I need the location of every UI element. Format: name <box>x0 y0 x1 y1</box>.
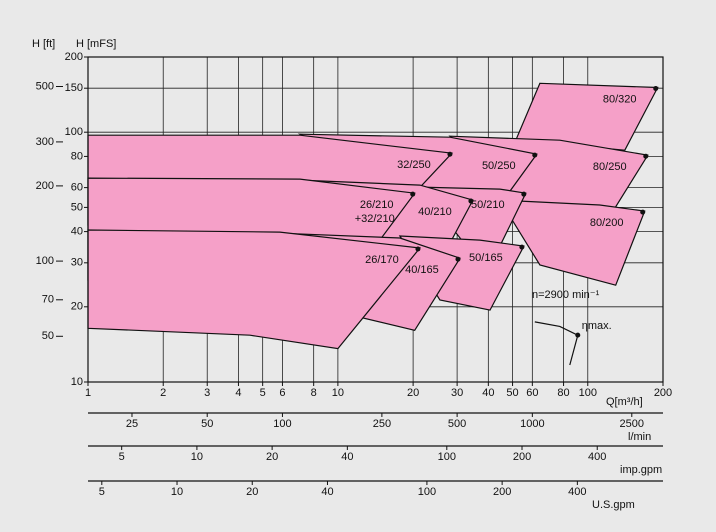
y-tick-label: 80 <box>71 150 83 162</box>
extra-axis-tick-label: 1000 <box>520 418 544 430</box>
curve-end-marker <box>447 151 453 157</box>
extra-axis-tick-label: 400 <box>568 486 586 498</box>
region-label: 26/170 <box>365 254 399 266</box>
x-tick-label: 60 <box>526 387 538 399</box>
y2-tick-label: 500 <box>36 80 54 92</box>
region-label: 32/250 <box>397 159 431 171</box>
extra-axis-tick-label: 10 <box>171 486 183 498</box>
curve-end-marker <box>521 191 527 197</box>
eta-max-marker <box>575 332 581 338</box>
y-tick-label: 30 <box>71 257 83 269</box>
x-tick-label: 50 <box>506 387 518 399</box>
extra-axis-tick-label: 40 <box>341 451 353 463</box>
y-tick-label: 150 <box>65 82 83 94</box>
y2-tick-label: 100 <box>36 255 54 267</box>
extra-axis-label: l/min <box>628 431 651 443</box>
x-tick-label: 200 <box>654 387 672 399</box>
extra-axis-label: U.S.gpm <box>592 499 635 511</box>
extra-axis-tick-label: 5 <box>119 451 125 463</box>
x-axis-label: Q[m³/h] <box>606 396 643 408</box>
curve-end-marker <box>640 209 646 215</box>
y-tick-label: 10 <box>71 376 83 388</box>
curve-end-marker <box>415 246 421 252</box>
y2-tick-label: 300 <box>36 136 54 148</box>
region-label: 40/210 <box>418 206 452 218</box>
y2-tick-label: 70 <box>42 294 54 306</box>
extra-axis-tick-label: 200 <box>493 486 511 498</box>
y2-axis-label: H [ft] <box>32 38 55 50</box>
region-label: +32/210 <box>355 213 395 225</box>
x-tick-label: 1 <box>85 387 91 399</box>
y-tick-label: 20 <box>71 301 83 313</box>
region-label: 80/200 <box>590 217 624 229</box>
x-tick-label: 80 <box>557 387 569 399</box>
extra-axis-tick-label: 200 <box>513 451 531 463</box>
y2-tick-label: 50 <box>42 330 54 342</box>
extra-axis-tick-label: 500 <box>448 418 466 430</box>
extra-axis-tick-label: 2500 <box>620 418 644 430</box>
region-label: 80/320 <box>603 93 637 105</box>
y-tick-label: 40 <box>71 226 83 238</box>
x-tick-label: 100 <box>579 387 597 399</box>
region-label: 80/250 <box>593 161 627 173</box>
x-tick-label: 8 <box>311 387 317 399</box>
extra-axis-tick-label: 100 <box>418 486 436 498</box>
curve-end-marker <box>643 153 649 159</box>
curve-end-marker <box>468 198 474 204</box>
extra-axis-tick-label: 250 <box>373 418 391 430</box>
x-tick-label: 4 <box>235 387 241 399</box>
extra-axis-label: imp.gpm <box>620 464 662 476</box>
region-label: 50/250 <box>482 160 516 172</box>
extra-axis-tick-label: 20 <box>246 486 258 498</box>
y-tick-label: 200 <box>65 51 83 63</box>
y-axis-label: H [mFS] <box>76 38 116 50</box>
x-tick-label: 20 <box>407 387 419 399</box>
x-tick-label: 5 <box>260 387 266 399</box>
region-label: 50/165 <box>469 252 503 264</box>
plot-frame <box>87 56 664 383</box>
region-label: 26/210 <box>360 199 394 211</box>
extra-axis-tick-label: 40 <box>321 486 333 498</box>
x-tick-label: 6 <box>279 387 285 399</box>
speed-label: n=2900 min⁻¹ <box>532 289 600 301</box>
curve-end-marker <box>455 256 461 262</box>
x-tick-label: 3 <box>204 387 210 399</box>
x-tick-label: 40 <box>482 387 494 399</box>
curve-end-marker <box>410 191 416 197</box>
x-tick-label: 2 <box>160 387 166 399</box>
extra-axis-tick-label: 50 <box>201 418 213 430</box>
extra-axis-tick-label: 100 <box>438 451 456 463</box>
y-tick-label: 50 <box>71 201 83 213</box>
extra-axis-tick-label: 100 <box>273 418 291 430</box>
eta-max-line <box>534 321 579 366</box>
curve-end-marker <box>653 85 659 91</box>
x-tick-label: 30 <box>451 387 463 399</box>
pump-region <box>498 199 646 286</box>
extra-axis-tick-label: 20 <box>266 451 278 463</box>
y-tick-label: 100 <box>65 126 83 138</box>
extra-axis-tick-label: 10 <box>191 451 203 463</box>
pump-region <box>514 82 659 151</box>
y-tick-label: 60 <box>71 182 83 194</box>
region-label: 40/165 <box>405 264 439 276</box>
curve-end-marker <box>532 152 538 158</box>
extra-axis-tick-label: 25 <box>126 418 138 430</box>
x-tick-label: 10 <box>332 387 344 399</box>
extra-axis-tick-label: 5 <box>99 486 105 498</box>
curve-end-marker <box>519 244 525 250</box>
region-label: 50/210 <box>471 199 505 211</box>
y2-tick-label: 200 <box>36 180 54 192</box>
extra-axis-tick-label: 400 <box>588 451 606 463</box>
eta-label: ηmax. <box>582 320 612 332</box>
